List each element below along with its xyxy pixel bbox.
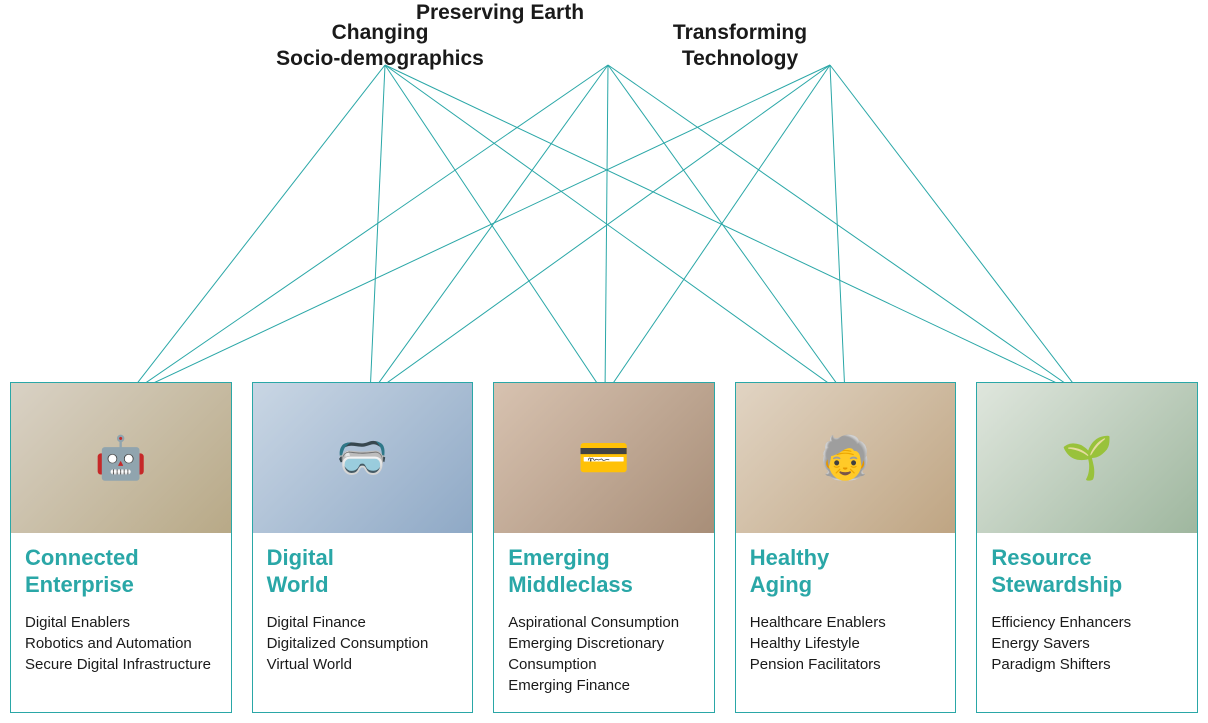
card-item: Healthy Lifestyle	[750, 633, 942, 654]
card-title: Digital World	[267, 545, 459, 598]
card-item: Virtual World	[267, 654, 459, 675]
card-items: Aspirational ConsumptionEmerging Discret…	[508, 612, 700, 696]
card-title: Emerging Middleclass	[508, 545, 700, 598]
card-items: Digital FinanceDigitalized ConsumptionVi…	[267, 612, 459, 675]
card-digital-world: 🥽 Digital World Digital FinanceDigitalized…	[252, 382, 474, 713]
card-body: Resource Stewardship Efficiency Enhancers…	[977, 533, 1197, 712]
top-label-tech: TransformingTechnology	[640, 20, 840, 73]
card-items: Digital EnablersRobotics and AutomationS…	[25, 612, 217, 675]
card-title: Connected Enterprise	[25, 545, 217, 598]
card-item: Secure Digital Infrastructure	[25, 654, 217, 675]
card-body: Emerging Middleclass Aspirational Consump…	[494, 533, 714, 712]
card-body: Digital World Digital FinanceDigitalized …	[253, 533, 473, 712]
card-image-healthy-aging: 🧓	[736, 383, 956, 533]
card-body: Connected Enterprise Digital EnablersRobo…	[11, 533, 231, 712]
card-item: Digitalized Consumption	[267, 633, 459, 654]
card-image-emerging-middleclass: 💳	[494, 383, 714, 533]
card-item: Energy Savers	[991, 633, 1183, 654]
cards-row: 🤖 Connected Enterprise Digital EnablersRob…	[10, 382, 1198, 713]
card-image-connected-enterprise: 🤖	[11, 383, 231, 533]
card-item: Robotics and Automation	[25, 633, 217, 654]
card-image-resource-stewardship: 🌱	[977, 383, 1197, 533]
card-healthy-aging: 🧓 Healthy Aging Healthcare EnablersHealthy…	[735, 382, 957, 713]
card-item: Emerging Discretionary Consumption	[508, 633, 700, 675]
card-items: Efficiency EnhancersEnergy SaversParadig…	[991, 612, 1183, 675]
card-item: Emerging Finance	[508, 675, 700, 696]
card-item: Digital Finance	[267, 612, 459, 633]
card-item: Paradigm Shifters	[991, 654, 1183, 675]
card-body: Healthy Aging Healthcare EnablersHealthy …	[736, 533, 956, 712]
card-emerging-middleclass: 💳 Emerging Middleclass Aspirational Consum…	[493, 382, 715, 713]
card-item: Digital Enablers	[25, 612, 217, 633]
card-item: Aspirational Consumption	[508, 612, 700, 633]
card-image-digital-world: 🥽	[253, 383, 473, 533]
card-resource-stewardship: 🌱 Resource Stewardship Efficiency Enhancer…	[976, 382, 1198, 713]
top-label-earth: Preserving Earth	[390, 0, 610, 26]
card-title: Resource Stewardship	[991, 545, 1183, 598]
card-items: Healthcare EnablersHealthy LifestylePens…	[750, 612, 942, 675]
top-label-socio: ChangingSocio-demographics	[270, 20, 490, 73]
card-connected-enterprise: 🤖 Connected Enterprise Digital EnablersRob…	[10, 382, 232, 713]
card-item: Healthcare Enablers	[750, 612, 942, 633]
card-item: Efficiency Enhancers	[991, 612, 1183, 633]
card-title: Healthy Aging	[750, 545, 942, 598]
card-item: Pension Facilitators	[750, 654, 942, 675]
